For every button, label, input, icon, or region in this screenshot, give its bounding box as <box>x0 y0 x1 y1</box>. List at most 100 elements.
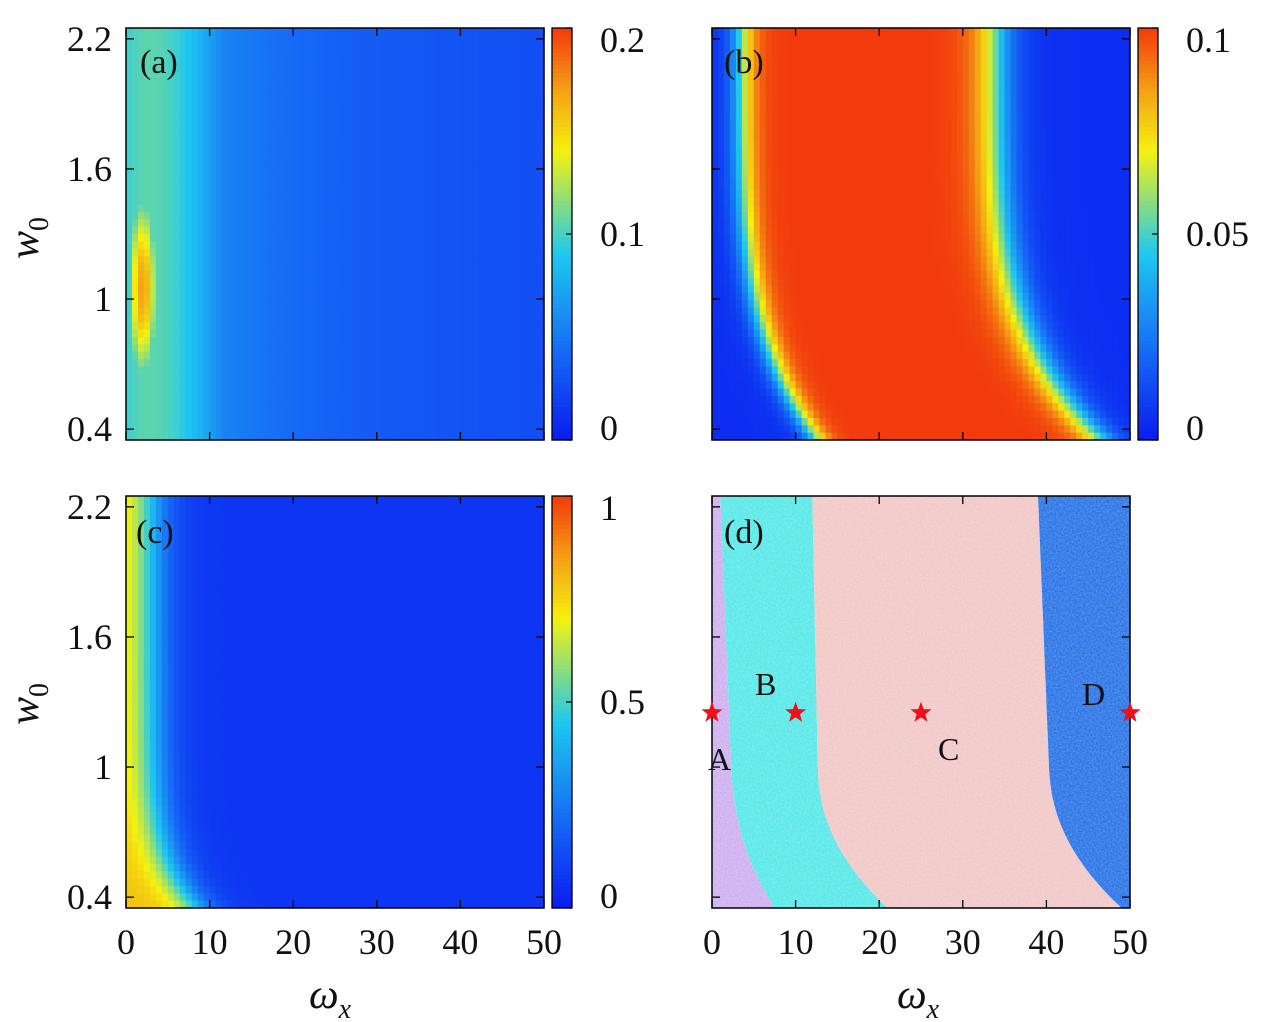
heat-cell <box>400 138 408 147</box>
heat-cell <box>717 50 725 59</box>
heat-cell <box>538 256 544 265</box>
heat-cell <box>227 263 235 272</box>
heat-cell <box>370 204 378 213</box>
heat-cell <box>167 359 175 368</box>
heat-cell <box>382 57 390 66</box>
heat-cell <box>317 263 324 272</box>
heat-cell <box>771 101 779 110</box>
heat-cell <box>712 226 719 235</box>
heat-cell <box>508 337 515 345</box>
heat-cell <box>418 167 426 176</box>
heat-cell <box>496 226 503 235</box>
heat-cell <box>167 381 175 390</box>
heat-cell <box>311 175 318 184</box>
heat-cell <box>723 42 731 51</box>
heat-cell <box>161 123 169 132</box>
heat-cell <box>227 175 235 184</box>
heat-cell <box>747 432 755 440</box>
heat-cell <box>358 234 366 242</box>
heat-cell <box>161 175 169 184</box>
heat-cell <box>735 373 743 382</box>
heat-cell <box>394 344 402 353</box>
heat-cell <box>801 300 809 309</box>
heat-cell <box>179 138 187 147</box>
heat-cell <box>173 204 181 213</box>
heat-cell <box>299 300 306 309</box>
heat-cell <box>382 410 390 419</box>
heat-cell <box>197 388 205 397</box>
heat-cell <box>795 211 803 220</box>
heat-cell <box>233 145 241 154</box>
heat-cell <box>269 50 276 59</box>
heat-cell <box>532 337 539 345</box>
heat-cell <box>161 50 169 59</box>
heat-cell <box>287 337 294 345</box>
heat-cell <box>466 138 473 147</box>
heat-cell <box>460 101 467 110</box>
heat-cell <box>155 410 163 419</box>
heat-cell <box>418 182 426 191</box>
heat-cell <box>197 234 205 242</box>
heat-cell <box>460 79 467 88</box>
heat-cell <box>777 108 785 117</box>
heat-cell <box>311 28 318 36</box>
heat-cell <box>807 138 815 147</box>
heat-cell <box>382 94 390 103</box>
heat-cell <box>460 204 467 213</box>
heat-cell <box>789 344 797 353</box>
heat-cell <box>263 359 270 368</box>
heat-cell <box>233 300 241 309</box>
heat-cell <box>496 160 503 169</box>
heat-cell <box>741 153 749 162</box>
heat-cell <box>329 57 336 66</box>
heat-cell <box>490 160 497 169</box>
heat-cell <box>454 351 461 360</box>
heat-cell <box>233 182 241 191</box>
heat-cell <box>400 351 408 360</box>
heat-cell <box>173 94 181 103</box>
heat-cell <box>514 270 521 279</box>
heat-cell <box>340 381 348 390</box>
heat-cell <box>215 138 223 147</box>
heat-cell <box>364 425 372 434</box>
heat-cell <box>442 197 450 206</box>
heat-cell <box>388 270 396 279</box>
heat-cell <box>412 153 420 162</box>
colorbar-cell <box>552 234 572 239</box>
heat-cell <box>496 64 503 73</box>
heat-cell <box>173 50 181 59</box>
heat-cell <box>771 381 779 390</box>
heat-cell <box>747 57 755 66</box>
heat-cell <box>233 337 241 345</box>
heat-cell <box>448 226 456 235</box>
heat-cell <box>807 197 815 206</box>
heat-cell <box>287 410 294 419</box>
heat-cell <box>747 344 755 353</box>
heat-cell <box>149 94 157 103</box>
heat-cell <box>759 153 767 162</box>
heat-cell <box>161 57 169 66</box>
heat-cell <box>741 64 749 73</box>
heat-cell <box>717 57 725 66</box>
heat-cell <box>221 189 229 198</box>
heat-cell <box>293 204 300 213</box>
heat-cell <box>430 116 438 125</box>
heat-cell <box>759 285 767 294</box>
heat-cell <box>161 381 169 390</box>
heat-cell <box>514 344 521 353</box>
heat-cell <box>532 64 539 73</box>
heat-cell <box>317 395 324 404</box>
colorbar-cell <box>552 122 572 128</box>
heat-cell <box>454 395 461 404</box>
heat-cell <box>747 322 755 331</box>
heat-cell <box>442 138 450 147</box>
heat-cell <box>526 182 533 191</box>
heat-cell <box>436 329 444 338</box>
heat-cell <box>126 175 133 184</box>
heat-cell <box>717 366 725 375</box>
heat-cell <box>765 248 773 257</box>
heat-cell <box>532 226 539 235</box>
heat-cell <box>388 278 396 287</box>
heat-cell <box>388 337 396 345</box>
heat-cell <box>538 300 544 309</box>
